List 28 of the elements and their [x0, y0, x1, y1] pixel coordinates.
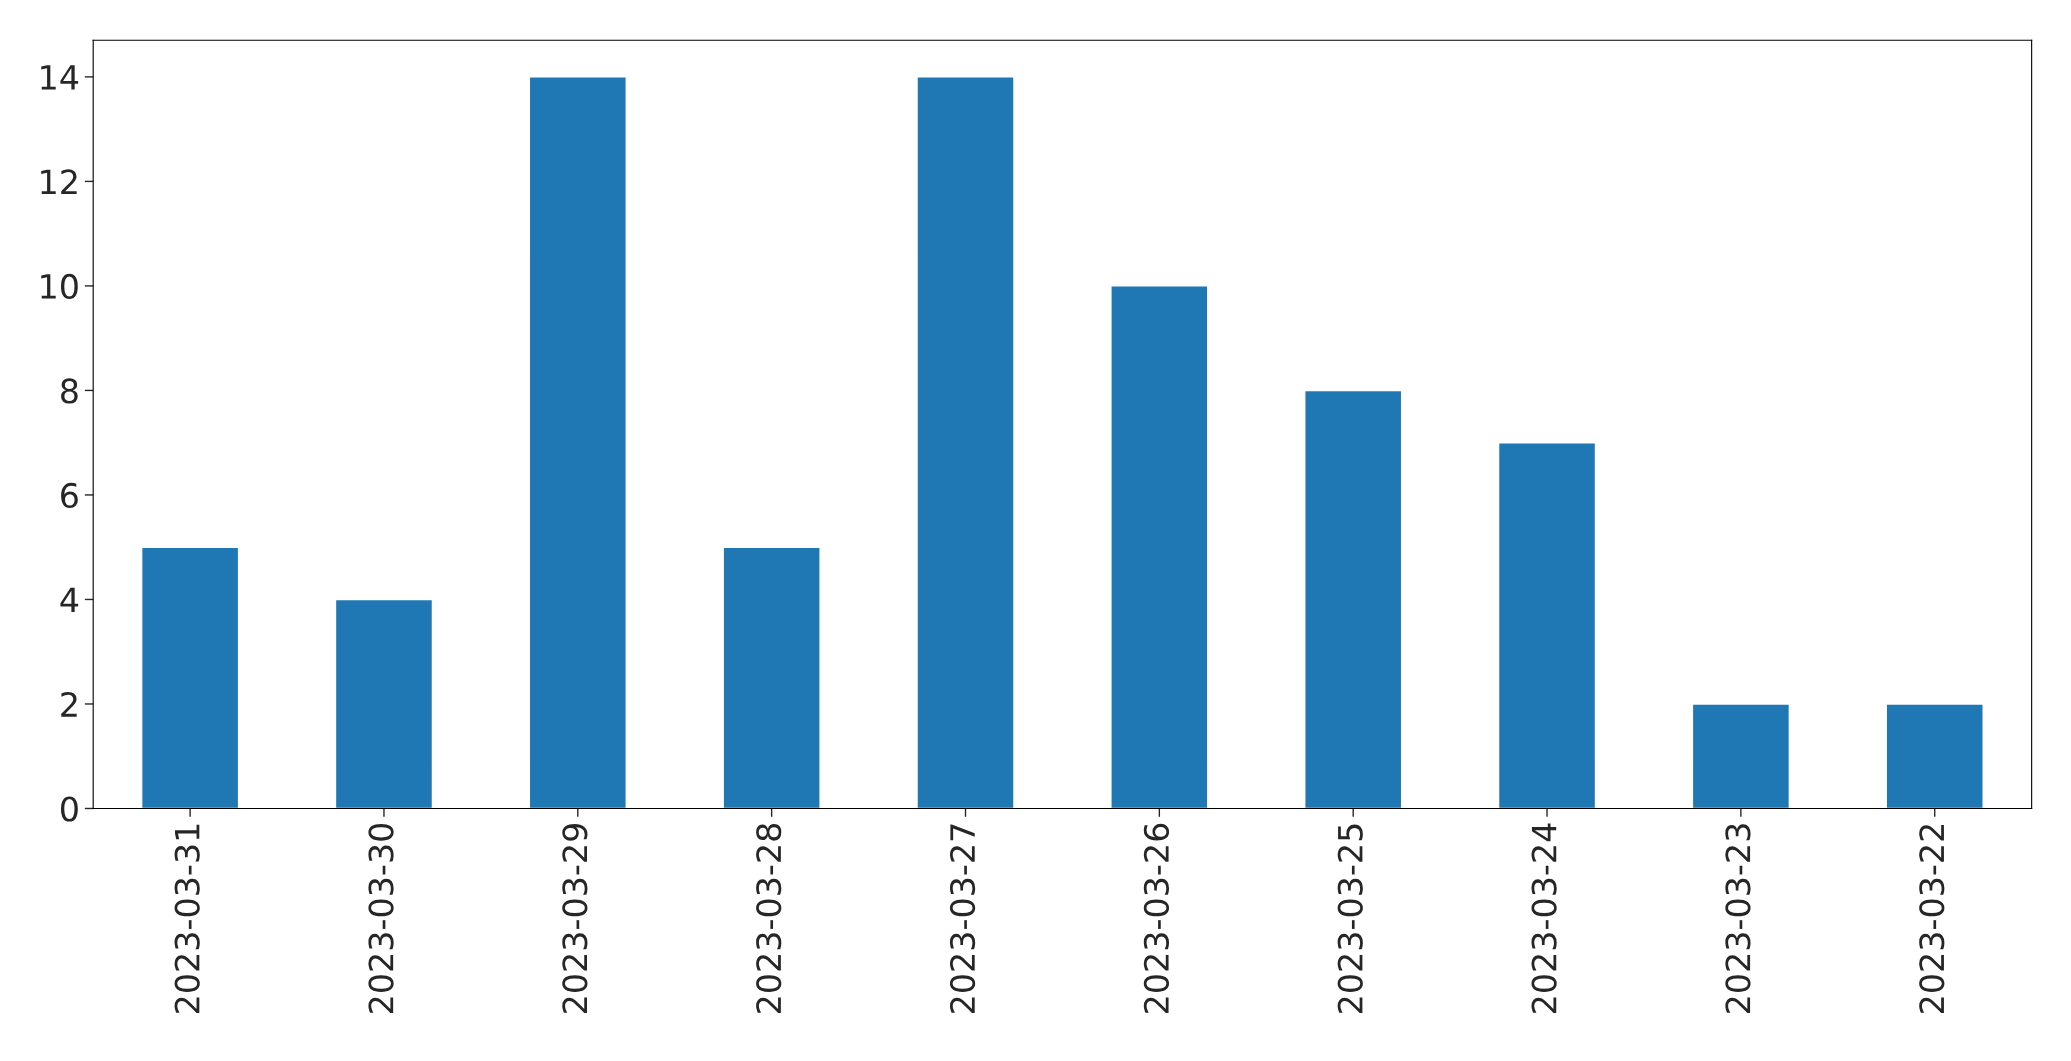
x-tick-label: 2023-03-24 [1531, 823, 1557, 1013]
bar [334, 598, 434, 809]
bar [1497, 441, 1597, 809]
y-tick-label: 4 [60, 587, 79, 613]
x-tick-label: 2023-03-30 [368, 823, 394, 1013]
x-tick-label: 2023-03-26 [1143, 823, 1170, 1013]
y-tick-label: 14 [41, 65, 79, 90]
x-tick-label: 2023-03-22 [1919, 825, 1945, 1013]
bar [140, 546, 240, 809]
bar [722, 546, 821, 809]
x-tick-label: 2023-03-28 [756, 823, 782, 1013]
bar [528, 76, 627, 809]
y-tick-label: 8 [61, 378, 78, 404]
x-tick-label: 2023-03-27 [949, 824, 976, 1013]
y-tick-label: 6 [61, 482, 78, 509]
x-tick-label: 2023-03-23 [1725, 824, 1751, 1013]
bar [1304, 389, 1403, 809]
bar [1691, 703, 1791, 809]
y-tick-label: 2 [61, 691, 77, 717]
y-tick-label: 12 [41, 169, 77, 195]
x-tick-label: 2023-03-29 [562, 824, 588, 1013]
bar [1885, 703, 1984, 809]
x-tick-label: 2023-03-31 [174, 824, 200, 1013]
bar [1110, 285, 1209, 809]
y-tick-label: 0 [60, 796, 78, 822]
x-tick-label: 2023-03-25 [1337, 824, 1363, 1013]
bar [916, 76, 1015, 809]
y-tick-label: 10 [41, 273, 78, 300]
